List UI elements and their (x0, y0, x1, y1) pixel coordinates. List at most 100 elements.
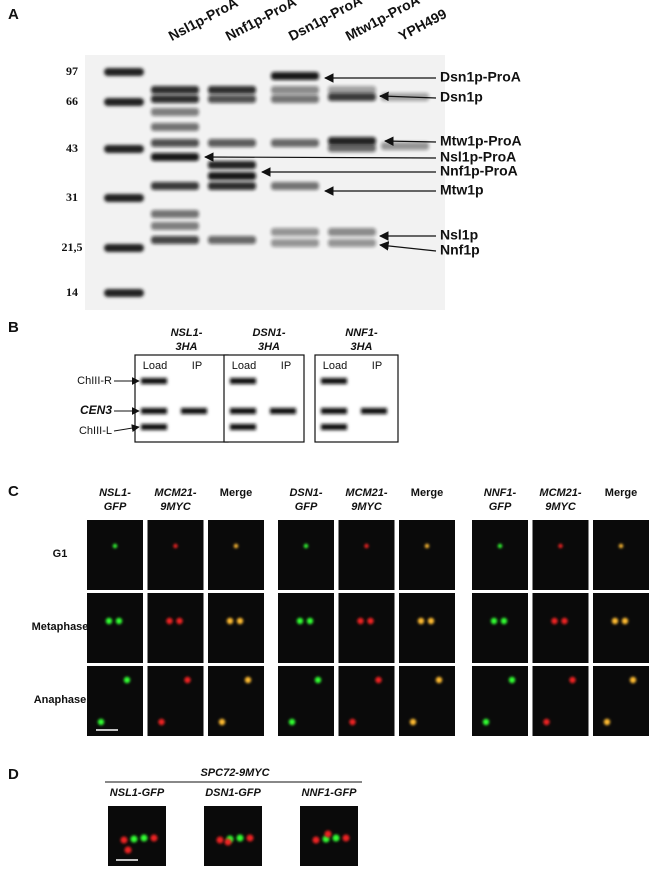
spot (218, 718, 226, 726)
gel-band (361, 408, 387, 414)
label: GFP (104, 501, 127, 513)
label: Load (232, 360, 256, 372)
label: Nnf1p-ProA (440, 163, 518, 179)
gel-band (208, 86, 256, 94)
label: NNF1- (484, 487, 517, 499)
spot (621, 617, 629, 625)
gel-band (271, 72, 319, 80)
label: 9MYC (351, 501, 383, 513)
micrograph (338, 593, 395, 663)
marker-band (104, 98, 144, 106)
gel-band (328, 137, 376, 145)
label: GFP (489, 501, 512, 513)
spot (375, 676, 382, 684)
spot (124, 846, 132, 854)
gel-band (230, 378, 256, 384)
spot (417, 617, 425, 625)
label: 3HA (258, 341, 280, 353)
micrograph (204, 806, 262, 866)
gel-band (381, 142, 429, 150)
label: C (8, 483, 19, 500)
arrow (379, 91, 437, 102)
label: IP (372, 360, 382, 372)
gel-band (321, 408, 347, 414)
gel-band (151, 153, 199, 161)
micrograph (399, 520, 455, 590)
label: NNF1-GFP (302, 787, 358, 799)
label: ChIII-R (77, 375, 112, 387)
gel-band (208, 172, 256, 180)
label: DSN1- (289, 487, 322, 499)
arrow (384, 136, 437, 146)
gel-band (230, 424, 256, 430)
marker-band (104, 145, 144, 153)
micrograph (147, 666, 204, 736)
spot (561, 617, 568, 625)
label: GFP (295, 501, 318, 513)
label: ChIII-L (79, 425, 112, 437)
micrograph (399, 666, 455, 736)
spot (500, 617, 508, 625)
micrograph (593, 666, 649, 736)
gel-band (151, 182, 199, 190)
gel-band (328, 144, 376, 152)
spot (216, 836, 224, 844)
label: MCM21- (539, 487, 582, 499)
gel-band (141, 408, 167, 414)
gel-band (328, 86, 376, 94)
gel-band (151, 139, 199, 147)
gel-band (141, 424, 167, 430)
spot (367, 617, 374, 625)
micrograph (532, 593, 589, 663)
spot (629, 676, 637, 684)
label: 66 (66, 94, 78, 108)
gel-band (208, 95, 256, 103)
label: Nsl1p-ProA (440, 149, 516, 165)
micrograph (593, 520, 649, 590)
gel-band (151, 210, 199, 218)
gel-band (230, 408, 256, 414)
micrograph (472, 520, 528, 590)
label: Dsn1p-ProA (440, 69, 521, 85)
gel-band (271, 182, 319, 190)
spot (569, 676, 576, 684)
label: 9MYC (545, 501, 577, 513)
micrograph (472, 593, 528, 663)
spot (332, 834, 340, 842)
spot (233, 543, 239, 549)
micrograph (87, 593, 143, 663)
gel-band (208, 161, 256, 169)
gel-band (271, 95, 319, 103)
spot (105, 617, 113, 625)
micrograph (147, 593, 204, 663)
micrograph (399, 593, 455, 663)
label: Nnf1p (440, 242, 480, 258)
spot (364, 543, 369, 549)
spot (618, 543, 624, 549)
label: SPC72-9MYC (200, 767, 270, 779)
gel-band (270, 408, 296, 414)
micrograph (208, 666, 264, 736)
micrograph (278, 593, 334, 663)
gel-band (208, 236, 256, 244)
spot (184, 676, 191, 684)
spot (140, 834, 148, 842)
label: CEN3 (80, 403, 112, 417)
label: Metaphase (32, 621, 89, 633)
gel-band (321, 424, 347, 430)
label: 21,5 (62, 240, 83, 254)
label: NSL1- (171, 327, 203, 339)
spot (224, 838, 232, 846)
label: Anaphase (34, 694, 87, 706)
gel-band (151, 222, 199, 230)
micrograph (278, 520, 334, 590)
label: B (8, 319, 19, 336)
marker-band (104, 244, 144, 252)
label: 9MYC (160, 501, 192, 513)
marker-band (104, 194, 144, 202)
arrow (113, 424, 140, 433)
micrograph (338, 520, 395, 590)
marker-band (104, 289, 144, 297)
gel-band (151, 95, 199, 103)
